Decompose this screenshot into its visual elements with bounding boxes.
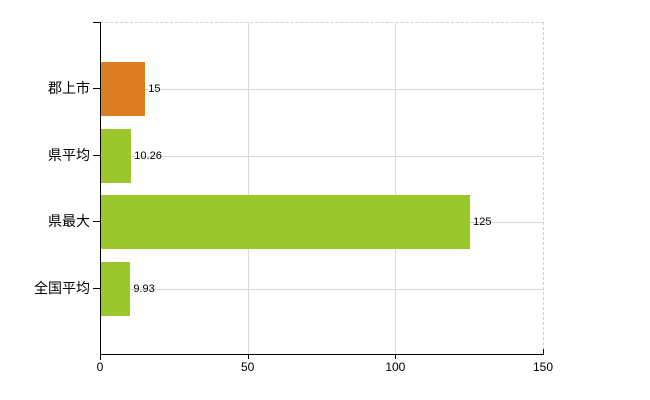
- x-axis-end-tick: [543, 349, 544, 354]
- y-axis-line: [100, 22, 101, 360]
- bar-郡上市: [101, 62, 146, 117]
- y-axis-tick: [93, 221, 100, 223]
- category-label: 全国平均: [34, 279, 90, 296]
- bar-県平均: [101, 128, 132, 183]
- bar-県最大: [101, 195, 471, 250]
- y-axis-tick: [93, 287, 100, 289]
- category-label: 県最大: [48, 213, 90, 230]
- x-axis-tick-label: 0: [96, 360, 104, 374]
- bar-value-label: 15: [148, 83, 161, 96]
- x-axis-tick: [395, 355, 397, 359]
- bar-全国平均: [101, 261, 131, 316]
- horizontal-gridline: [100, 89, 543, 91]
- x-axis-line: [100, 354, 544, 355]
- vertical-gridline: [247, 23, 249, 355]
- y-axis-tick: [93, 154, 100, 156]
- y-axis-tick: [93, 88, 100, 90]
- category-label: 県平均: [48, 146, 90, 163]
- horizontal-gridline: [100, 288, 543, 290]
- horizontal-gridline: [100, 155, 543, 157]
- y-axis-top-tick: [93, 22, 100, 23]
- bar-value-label: 10.26: [134, 149, 162, 162]
- vertical-gridline: [395, 23, 397, 355]
- plot-area: 15 10.26 125 9.93: [100, 22, 544, 355]
- bar-value-label: 125: [473, 216, 492, 229]
- category-label: 郡上市: [48, 80, 90, 97]
- x-axis-tick: [247, 355, 249, 359]
- x-axis-tick-label: 50: [240, 360, 255, 374]
- x-axis-tick-label: 150: [532, 360, 554, 374]
- bar-value-label: 9.93: [133, 282, 155, 295]
- x-axis-tick-label: 100: [385, 360, 406, 374]
